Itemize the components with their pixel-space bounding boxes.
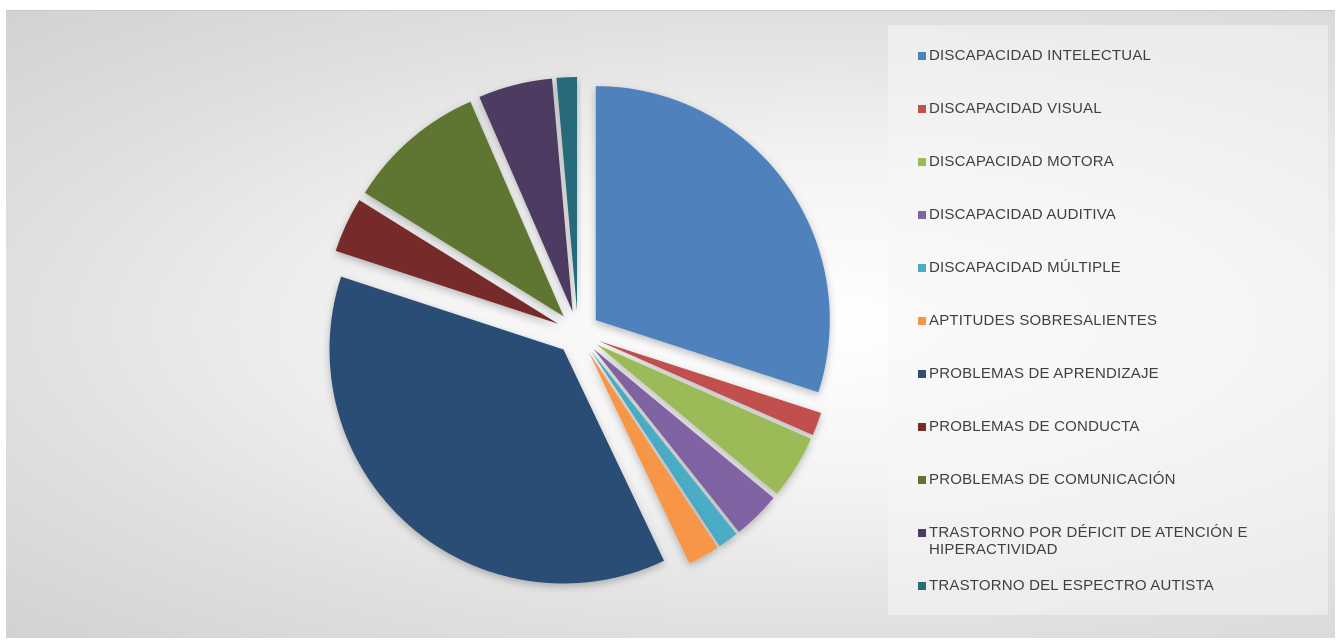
pie-slice-discapacidad-intelectual: [595, 86, 830, 393]
legend-label: DISCAPACIDAD VISUAL: [929, 100, 1102, 117]
legend-swatch: [918, 264, 926, 272]
legend-swatch: [918, 158, 926, 166]
legend-swatch: [918, 529, 926, 537]
legend-item-discapacidad-auditiva: DISCAPACIDAD AUDITIVA: [918, 206, 1319, 223]
legend-item-discapacidad-intelectual: DISCAPACIDAD INTELECTUAL: [918, 47, 1319, 64]
pie-slice-discapacidad-auditiva: [593, 348, 774, 532]
pie-slice-trastorno-del-espectro-autista: [556, 77, 578, 312]
legend-swatch: [918, 476, 926, 484]
legend-swatch: [918, 423, 926, 431]
pie-chart: [329, 77, 830, 584]
legend-label: DISCAPACIDAD INTELECTUAL: [929, 47, 1152, 64]
pie-slice-discapacidad-multiple: [590, 350, 737, 547]
legend-swatch: [918, 317, 926, 325]
legend-item-problemas-de-aprendizaje: PROBLEMAS DE APRENDIZAJE: [918, 365, 1319, 382]
legend-label: TRASTORNO DEL ESPECTRO AUTISTA: [929, 577, 1214, 594]
legend-item-tdah: TRASTORNO POR DÉFICIT DE ATENCIÓN E HIPE…: [918, 524, 1319, 558]
chart-area: DISCAPACIDAD INTELECTUAL DISCAPACIDAD VI…: [6, 10, 1335, 638]
legend-label: PROBLEMAS DE COMUNICACIÓN: [929, 471, 1176, 488]
legend-item-problemas-de-comunicacion: PROBLEMAS DE COMUNICACIÓN: [918, 471, 1319, 488]
legend: DISCAPACIDAD INTELECTUAL DISCAPACIDAD VI…: [888, 25, 1328, 615]
legend-item-discapacidad-motora: DISCAPACIDAD MOTORA: [918, 153, 1319, 170]
pie-slice-discapacidad-visual: [598, 340, 822, 436]
legend-swatch: [918, 211, 926, 219]
legend-swatch: [918, 582, 926, 590]
pie-slice-problemas-de-comunicacion: [364, 101, 564, 317]
pie-slice-discapacidad-motora: [596, 344, 811, 494]
legend-label: DISCAPACIDAD MÚLTIPLE: [929, 259, 1122, 276]
legend-label: DISCAPACIDAD AUDITIVA: [929, 206, 1117, 223]
pie-slice-aptitudes-sobresalientes: [588, 352, 718, 564]
pie-slice-problemas-de-conducta: [335, 200, 559, 324]
pie-slice-trastorno-por-deficit-de-atencion-e-hiperactividad: [479, 78, 573, 312]
legend-item-trastorno-espectro-autista: TRASTORNO DEL ESPECTRO AUTISTA: [918, 577, 1319, 594]
legend-swatch: [918, 370, 926, 378]
pie-slice-problemas-de-aprendizaje: [329, 276, 665, 584]
legend-label: PROBLEMAS DE CONDUCTA: [929, 418, 1140, 435]
legend-label: TRASTORNO POR DÉFICIT DE ATENCIÓN E HIPE…: [929, 524, 1248, 558]
legend-label: DISCAPACIDAD MOTORA: [929, 153, 1114, 170]
legend-label: APTITUDES SOBRESALIENTES: [929, 312, 1158, 329]
legend-label: PROBLEMAS DE APRENDIZAJE: [929, 365, 1159, 382]
legend-swatch: [918, 52, 926, 60]
legend-item-aptitudes-sobresalientes: APTITUDES SOBRESALIENTES: [918, 312, 1319, 329]
legend-item-discapacidad-multiple: DISCAPACIDAD MÚLTIPLE: [918, 259, 1319, 276]
legend-swatch: [918, 105, 926, 113]
legend-item-discapacidad-visual: DISCAPACIDAD VISUAL: [918, 100, 1319, 117]
legend-item-problemas-de-conducta: PROBLEMAS DE CONDUCTA: [918, 418, 1319, 435]
